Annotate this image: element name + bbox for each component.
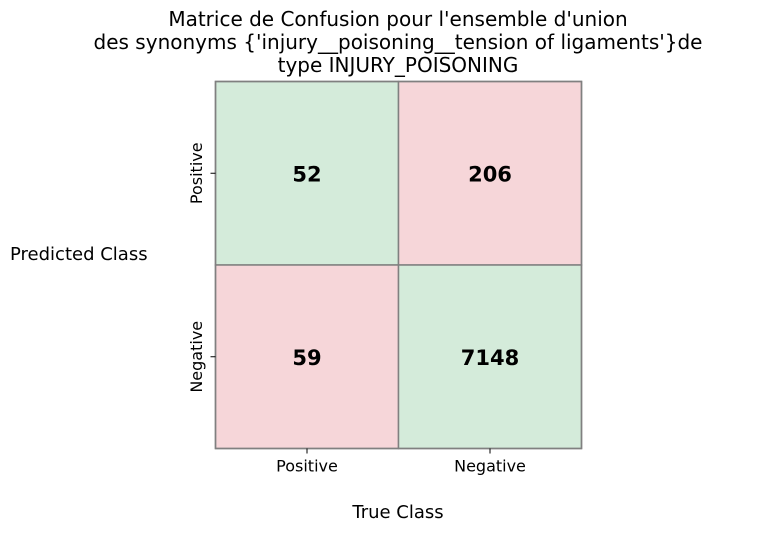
chart-title-line-3: type INJURY_POISONING bbox=[278, 53, 519, 77]
matrix-cell-0-0 bbox=[214, 80, 400, 266]
matrix-cell-0-1 bbox=[397, 80, 583, 266]
y-tick-label-0: Positive bbox=[187, 142, 206, 204]
matrix-cells bbox=[214, 80, 583, 450]
cell-value-0-1: 206 bbox=[468, 162, 512, 186]
y-tick-label-1: Negative bbox=[187, 321, 206, 393]
x-axis-ticks: Positive Negative bbox=[276, 448, 526, 476]
y-axis-label: Predicted Class bbox=[10, 244, 148, 265]
chart-title: Matrice de Confusion pour l'ensemble d'u… bbox=[94, 7, 703, 77]
matrix-cell-1-0 bbox=[214, 264, 400, 450]
matrix-cell-1-1 bbox=[397, 264, 583, 450]
x-axis-label: True Class bbox=[351, 502, 443, 523]
y-axis-ticks: Positive Negative bbox=[187, 142, 216, 393]
cell-value-1-0: 59 bbox=[292, 346, 321, 370]
x-tick-label-1: Negative bbox=[454, 457, 526, 476]
x-tick-label-0: Positive bbox=[276, 457, 338, 476]
chart-title-line-2: des synonyms {'injury__poisoning__tensio… bbox=[94, 30, 703, 54]
cell-value-0-0: 52 bbox=[292, 162, 321, 186]
matrix-values: 52 206 59 7148 bbox=[292, 162, 519, 370]
chart-title-line-1: Matrice de Confusion pour l'ensemble d'u… bbox=[168, 7, 627, 31]
plot-frame bbox=[214, 80, 583, 450]
cell-value-1-1: 7148 bbox=[461, 346, 519, 370]
